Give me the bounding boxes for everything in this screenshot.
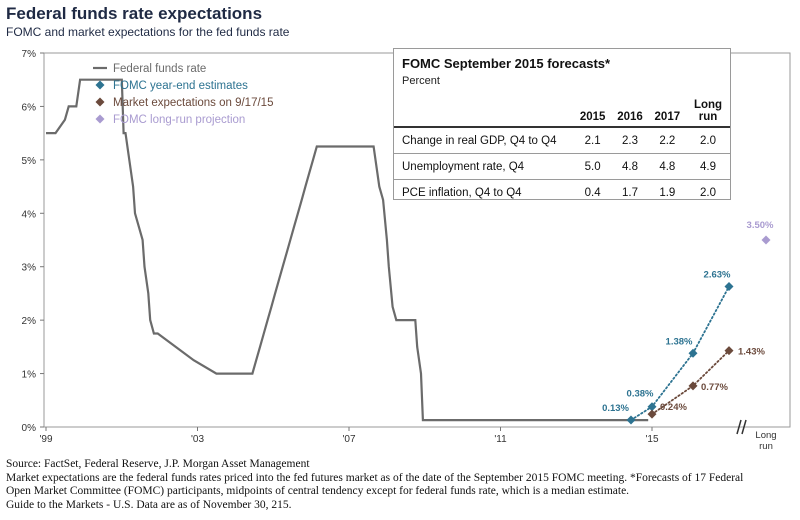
forecast-cell: 1.7 xyxy=(611,179,649,205)
x-tick-label: '15 xyxy=(645,434,658,445)
forecast-cell: 2.0 xyxy=(686,179,730,205)
market-expectation-point xyxy=(688,381,698,391)
x-tick-label: '07 xyxy=(342,434,355,445)
footnote-source: Source: FactSet, Federal Reserve, J.P. M… xyxy=(6,458,310,470)
chart-title: Federal funds rate expectations xyxy=(6,4,263,23)
fomc-estimate-point xyxy=(626,415,636,425)
x-tick-label: '11 xyxy=(494,434,507,445)
fomc-long-run-point xyxy=(761,235,771,245)
forecast-row-label: PCE inflation, Q4 to Q4 xyxy=(394,179,574,205)
forecast-header-2017: 2017 xyxy=(654,111,681,123)
forecast-cell: 2.2 xyxy=(648,126,686,154)
market-expectation-point xyxy=(647,409,657,419)
legend-label: FOMC long-run projection xyxy=(113,114,245,126)
y-tick-label: 4% xyxy=(22,209,37,220)
forecast-cell: 4.8 xyxy=(648,153,686,180)
forecast-row-pce: PCE inflation, Q4 to Q4 0.4 1.7 1.9 2.0 xyxy=(394,179,730,205)
fomc-data-label: 0.13% xyxy=(602,403,629,414)
long-run-data-label: 3.50% xyxy=(747,220,774,231)
market-data-label: 0.24% xyxy=(660,402,687,413)
y-tick-label: 0% xyxy=(22,423,37,434)
footnote-line: Market expectations are the federal fund… xyxy=(6,471,744,484)
forecast-cell: 2.0 xyxy=(686,126,730,154)
y-tick-label: 2% xyxy=(22,316,37,327)
y-tick-label: 3% xyxy=(22,263,37,274)
forecast-table-subtitle: Percent xyxy=(402,75,440,87)
market-expectation-point xyxy=(724,346,734,356)
fomc-estimates-line xyxy=(630,285,730,421)
fomc-estimate-point xyxy=(724,281,734,291)
forecast-table-grid: 2015 2016 2017 Long run Change in real G… xyxy=(394,93,730,205)
legend-swatch-diamond xyxy=(95,114,105,124)
legend-swatch-diamond xyxy=(95,80,105,90)
market-data-label: 0.77% xyxy=(701,382,728,393)
y-tick-label: 7% xyxy=(22,49,37,60)
forecast-row-label: Change in real GDP, Q4 to Q4 xyxy=(394,126,574,154)
forecast-header-long-run: Long run xyxy=(686,93,730,127)
forecast-cell: 1.9 xyxy=(648,179,686,205)
forecast-header-blank xyxy=(394,93,574,127)
footnote-guide: Guide to the Markets - U.S. Data are as … xyxy=(6,498,292,511)
forecast-cell: 4.8 xyxy=(611,153,649,180)
y-tick-label: 6% xyxy=(22,102,37,113)
y-tick-label: 5% xyxy=(22,156,37,167)
fomc-estimate-point xyxy=(647,402,657,412)
axis-break-mark xyxy=(736,419,742,435)
chart-subtitle: FOMC and market expectations for the fed… xyxy=(6,25,290,39)
x-tick-label: '03 xyxy=(191,434,204,445)
forecast-header-long-run-text: Long run xyxy=(693,99,723,123)
forecast-table-header-row: 2015 2016 2017 Long run xyxy=(394,93,730,127)
forecast-table-title: FOMC September 2015 forecasts* xyxy=(402,56,611,71)
x-tick-label-long-run: run xyxy=(759,441,773,452)
forecast-row-label: Unemployment rate, Q4 xyxy=(394,153,574,180)
footnotes: Source: FactSet, Federal Reserve, J.P. M… xyxy=(6,458,796,512)
fomc-data-label: 1.38% xyxy=(666,336,693,347)
forecast-header-2016: 2016 xyxy=(617,111,643,123)
fed-funds-rate-line xyxy=(46,78,649,422)
fomc-estimate-point xyxy=(688,348,698,358)
legend-label: FOMC year-end estimates xyxy=(113,80,248,92)
forecast-cell: 2.3 xyxy=(611,126,649,154)
y-tick-label: 1% xyxy=(22,370,37,381)
forecast-table: FOMC September 2015 forecasts* Percent 2… xyxy=(393,48,731,205)
x-tick-label-long-run: Long xyxy=(755,430,776,441)
forecast-header-2015: 2015 xyxy=(579,111,606,123)
market-data-label: 1.43% xyxy=(738,347,765,358)
forecast-row-gdp: Change in real GDP, Q4 to Q4 2.1 2.3 2.2… xyxy=(394,126,730,154)
forecast-cell: 2.1 xyxy=(574,126,612,154)
legend-swatch-diamond xyxy=(95,97,105,107)
legend-label: Federal funds rate xyxy=(113,63,206,75)
fomc-data-label: 0.38% xyxy=(627,389,654,400)
footnote-line: Open Market Committee (FOMC) participant… xyxy=(6,485,630,497)
forecast-row-unemployment: Unemployment rate, Q4 5.0 4.8 4.8 4.9 xyxy=(394,153,730,180)
forecast-cell: 4.9 xyxy=(686,153,730,180)
x-tick-label: '99 xyxy=(39,434,52,445)
forecast-cell: 5.0 xyxy=(574,153,612,180)
fomc-data-label: 2.63% xyxy=(704,269,731,280)
legend-label: Market expectations on 9/17/15 xyxy=(113,97,273,109)
axis-break-mark xyxy=(741,419,747,435)
forecast-cell: 0.4 xyxy=(574,179,612,205)
